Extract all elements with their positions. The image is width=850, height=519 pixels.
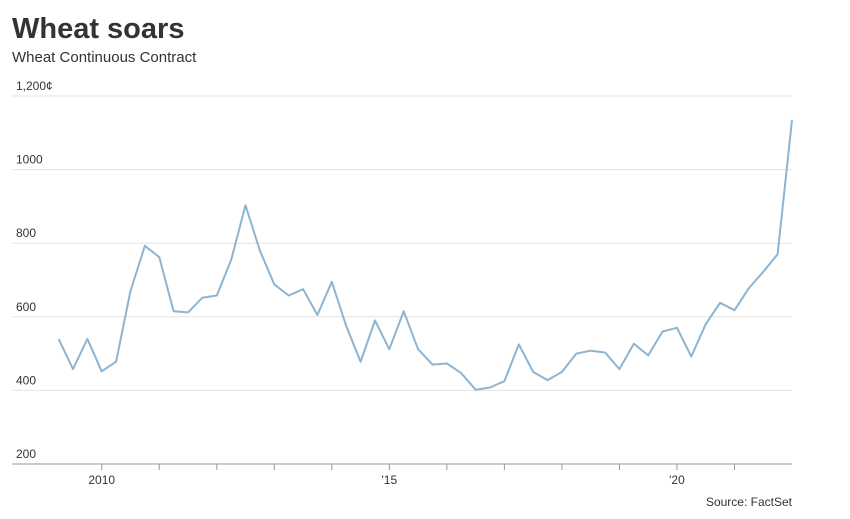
y-tick-label: 800 <box>16 226 36 240</box>
y-tick-label: 1,200¢ <box>16 79 53 93</box>
y-tick-label: 1000 <box>16 153 43 167</box>
x-tick-label: 2010 <box>88 473 115 487</box>
y-tick-label: 600 <box>16 300 36 314</box>
chart-subtitle: Wheat Continuous Contract <box>12 49 197 66</box>
source: Source: FactSet <box>706 495 793 509</box>
y-tick-label: 200 <box>16 447 36 461</box>
x-tick-label: '20 <box>669 473 685 487</box>
chart-title: Wheat soars <box>12 13 184 45</box>
x-tick-label: '15 <box>382 473 398 487</box>
line-series <box>57 119 793 391</box>
y-tick-label: 400 <box>16 373 36 387</box>
